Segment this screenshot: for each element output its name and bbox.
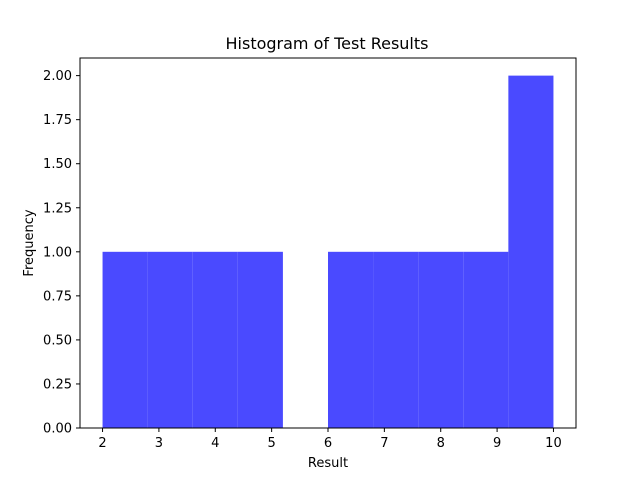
plot-frame [79, 57, 577, 429]
histogram-bar-0 [102, 251, 148, 428]
histogram-bar-8 [463, 251, 509, 428]
histogram-bar-5 [328, 251, 374, 428]
y-tick-label: 0.25 [43, 377, 72, 392]
y-tick-label: 1.00 [43, 245, 72, 260]
y-axis-label: Frequency [22, 209, 37, 276]
y-tick-label: 2.00 [43, 69, 72, 84]
x-tick-label: 4 [211, 436, 219, 451]
x-tick-label: 2 [98, 436, 106, 451]
histogram-bar-1 [147, 251, 193, 428]
bars-group [102, 75, 554, 429]
histogram-bar-9 [508, 75, 554, 429]
x-tick-label: 8 [437, 436, 445, 451]
y-tick-label: 0.00 [43, 422, 72, 437]
x-tick-label: 9 [493, 436, 501, 451]
x-axis-label: Result [308, 456, 348, 471]
histogram-bar-6 [373, 251, 419, 428]
x-tick-label: 6 [324, 436, 332, 451]
y-tick-label: 0.75 [43, 289, 72, 304]
y-axis-ticks: 0.00 0.25 0.50 0.75 1.00 1.25 1.50 1.75 2.00 [43, 69, 80, 437]
x-tick-label: 10 [545, 436, 562, 451]
histogram-bar-3 [237, 251, 283, 428]
y-tick-label: 1.75 [43, 113, 72, 128]
chart-title: Histogram of Test Results [226, 34, 429, 53]
histogram-bar-7 [418, 251, 464, 428]
x-tick-label: 3 [155, 436, 163, 451]
x-tick-label: 5 [267, 436, 275, 451]
y-tick-label: 1.25 [43, 201, 72, 216]
y-tick-label: 0.50 [43, 333, 72, 348]
histogram-bar-2 [192, 251, 238, 428]
x-axis-ticks: 2 3 4 5 6 7 8 9 10 [98, 428, 562, 451]
y-tick-label: 1.50 [43, 157, 72, 172]
x-tick-label: 7 [380, 436, 388, 451]
